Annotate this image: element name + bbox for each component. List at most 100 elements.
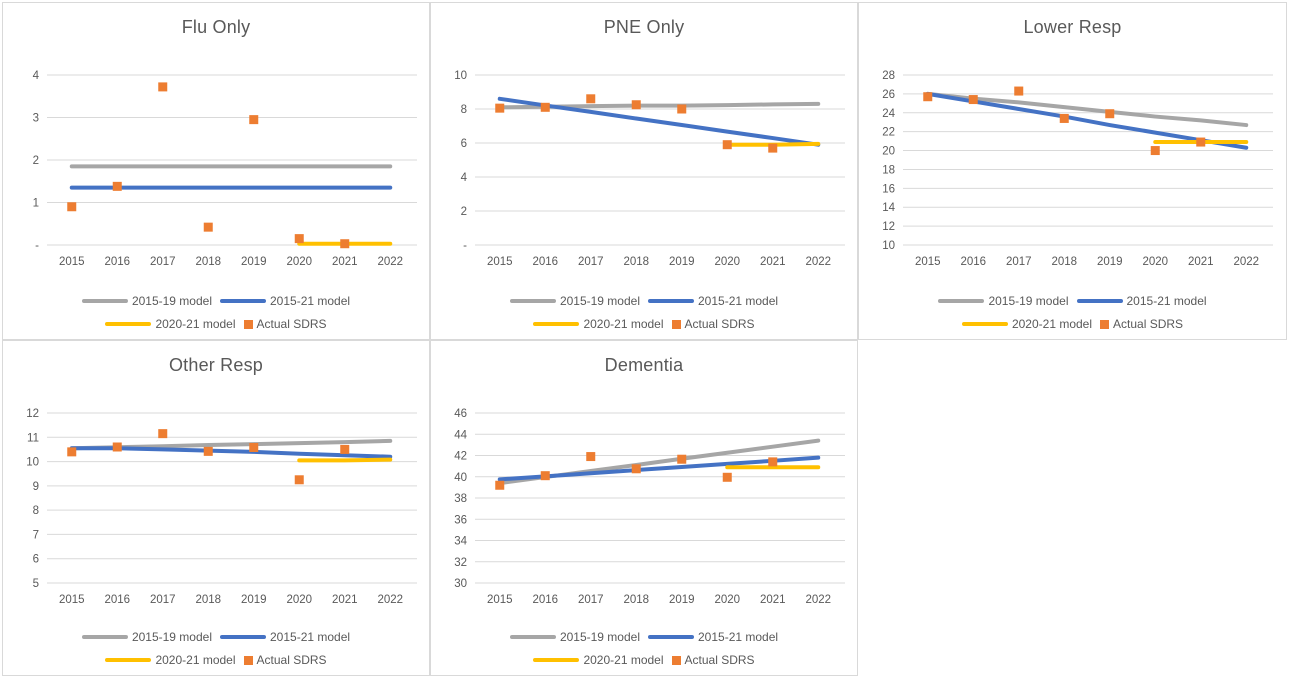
data-point-marker: [540, 102, 550, 112]
y-tick-label: 8: [461, 104, 467, 116]
legend-label: Actual SDRS: [684, 653, 755, 667]
chart-legend: 2015-19 model 2015-21 model 2020-21 model A…: [859, 294, 1286, 331]
data-point-marker: [631, 100, 641, 110]
chart-panel-other-resp: Other Resp 5 6 7 8 9 10 11 12 2015 2016 2017 2018 20…: [2, 340, 430, 676]
y-tick-label: 36: [454, 514, 467, 526]
data-point-marker: [294, 234, 304, 244]
legend-entry: 2020-21 model: [105, 317, 236, 331]
data-point-marker: [1105, 109, 1115, 119]
legend-label: 2015-21 model: [698, 630, 779, 644]
y-tick-label: 42: [454, 451, 467, 463]
y-tick-label: 1: [33, 198, 39, 210]
series-line: [497, 455, 821, 482]
chart-plot: - 2 4 6 8 10 2015 2016 2017 2018 2019 2020 2021 2022: [454, 70, 845, 268]
legend-marker-line-icon: [1076, 299, 1123, 303]
legend-marker-line-icon: [105, 658, 152, 662]
y-tick-label: 44: [454, 429, 467, 441]
data-point-marker: [722, 140, 732, 150]
legend-row: 2020-21 model Actual SDRS: [530, 653, 757, 667]
legend-marker-square-icon: [671, 655, 681, 665]
legend-entry: 2015-21 model: [648, 630, 778, 644]
legend-marker-line-icon: [81, 299, 128, 303]
x-tick-label: 2020: [286, 256, 312, 268]
legend-entry: 2015-21 model: [1076, 294, 1207, 308]
legend-label: Actual SDRS: [684, 317, 755, 331]
data-point-marker: [495, 103, 505, 113]
legend-label: Actual SDRS: [1113, 317, 1184, 331]
legend-row: 2015-19 model 2015-21 model: [935, 294, 1209, 308]
series-line: [69, 446, 393, 459]
legend-label: 2015-21 model: [698, 294, 779, 308]
chart-panel-flu-only: Flu Only - 1 2 3 4 2015 2016 2017 2018 2019 2020 20…: [2, 2, 430, 340]
legend-entry: 2015-19 model: [81, 630, 212, 644]
y-tick-label: 9: [33, 481, 39, 493]
legend-marker-line-icon: [533, 658, 580, 662]
x-tick-label: 2015: [487, 594, 513, 606]
legend-marker-line-icon: [81, 635, 128, 639]
legend-marker-line-icon: [648, 299, 694, 303]
legend-marker-square-icon: [243, 655, 253, 665]
data-point-marker: [67, 202, 77, 212]
y-tick-label: 4: [461, 172, 468, 184]
legend-row: 2015-19 model 2015-21 model: [79, 630, 353, 644]
legend-marker-line-icon: [938, 299, 985, 303]
x-tick-label: 2018: [195, 594, 221, 606]
legend-entry: 2020-21 model: [105, 653, 236, 667]
x-tick-label: 2022: [377, 594, 403, 606]
legend-label: 2015-19 model: [559, 294, 640, 308]
y-tick-label: 5: [33, 578, 39, 590]
chart-legend: 2015-19 model 2015-21 model 2020-21 model A…: [3, 294, 429, 331]
x-tick-label: 2019: [669, 256, 695, 268]
y-tick-label: 4: [33, 70, 40, 82]
legend-marker-line-icon: [648, 635, 694, 639]
data-point-marker: [923, 92, 933, 102]
legend-entry: 2015-21 model: [220, 630, 350, 644]
legend-row: 2020-21 model Actual SDRS: [102, 317, 329, 331]
y-tick-label: 2: [33, 155, 39, 167]
x-tick-label: 2018: [623, 256, 649, 268]
data-point-marker: [586, 94, 596, 104]
data-point-marker: [1150, 146, 1160, 156]
data-point-marker: [540, 471, 550, 481]
legend-marker-square-icon: [1100, 319, 1110, 329]
data-point-marker: [67, 447, 77, 457]
x-tick-label: 2017: [150, 594, 176, 606]
legend-entry: Actual SDRS: [671, 653, 755, 667]
y-tick-label: 3: [33, 113, 39, 125]
legend-entry: 2015-21 model: [220, 294, 350, 308]
x-tick-label: 2020: [286, 594, 312, 606]
series-line: [925, 91, 1249, 150]
legend-label: 2015-19 model: [131, 294, 212, 308]
x-tick-label: 2017: [150, 256, 176, 268]
y-tick-label: -: [35, 240, 39, 252]
legend-entry: 2020-21 model: [533, 653, 664, 667]
y-tick-label: 11: [27, 432, 39, 444]
y-tick-label: 14: [882, 202, 895, 214]
y-tick-label: 32: [454, 557, 467, 569]
x-tick-label: 2019: [241, 256, 267, 268]
x-tick-label: 2021: [1188, 256, 1214, 268]
y-tick-label: 24: [882, 108, 895, 120]
data-point-marker: [722, 472, 732, 482]
x-tick-label: 2021: [760, 594, 786, 606]
y-tick-label: 6: [33, 554, 39, 566]
x-tick-label: 2018: [623, 594, 649, 606]
chart-panel-pne-only: PNE Only - 2 4 6 8 10 2015 2016 2017 2018 2019 2020…: [430, 2, 858, 340]
x-tick-label: 2019: [1097, 256, 1123, 268]
data-point-marker: [768, 143, 778, 153]
chart-plot: 5 6 7 8 9 10 11 12 2015 2016 2017 2018 2019 2020 2021 2…: [26, 408, 417, 606]
legend-label: 2015-19 model: [559, 630, 640, 644]
data-point-marker: [677, 454, 687, 464]
y-tick-label: 8: [33, 505, 39, 517]
y-tick-label: 20: [882, 146, 895, 158]
data-point-marker: [340, 444, 350, 454]
x-tick-label: 2019: [669, 594, 695, 606]
x-tick-label: 2020: [714, 594, 740, 606]
chart-title: PNE Only: [603, 17, 685, 37]
legend-entry: 2015-19 model: [509, 294, 640, 308]
legend-label: 2020-21 model: [155, 653, 236, 667]
data-point-marker: [203, 446, 213, 456]
legend-entry: 2015-19 model: [81, 294, 212, 308]
data-point-marker: [1014, 86, 1024, 96]
y-tick-label: 16: [882, 183, 895, 195]
